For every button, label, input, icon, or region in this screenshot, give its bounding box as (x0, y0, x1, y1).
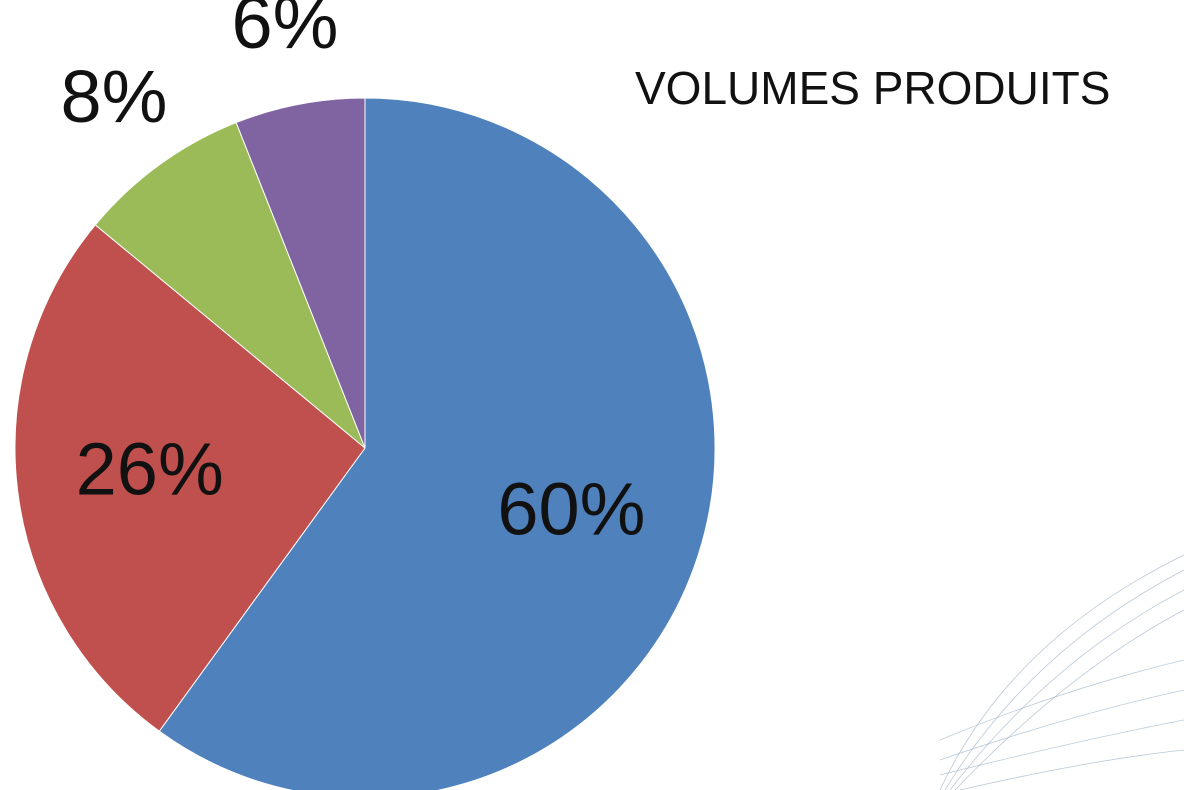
deco-line (939, 554, 1184, 790)
pie-slice (158, 97, 716, 790)
data-label: 6% (232, 0, 339, 64)
deco-line (939, 719, 1184, 776)
data-label: 60% (497, 468, 645, 551)
pie-slice (14, 224, 366, 732)
deco-line (939, 659, 1184, 741)
deco-line (949, 589, 1184, 790)
deco-line (959, 749, 1184, 790)
deco-line (939, 689, 1184, 761)
data-label: 26% (76, 428, 224, 511)
decoration (939, 554, 1184, 790)
deco-line (944, 569, 1184, 790)
pie-slice (235, 97, 366, 449)
deco-line (954, 609, 1184, 790)
data-label: 8% (61, 55, 168, 138)
pie-slice (94, 121, 366, 449)
chart-title: VOLUMES PRODUITS (635, 62, 1110, 114)
